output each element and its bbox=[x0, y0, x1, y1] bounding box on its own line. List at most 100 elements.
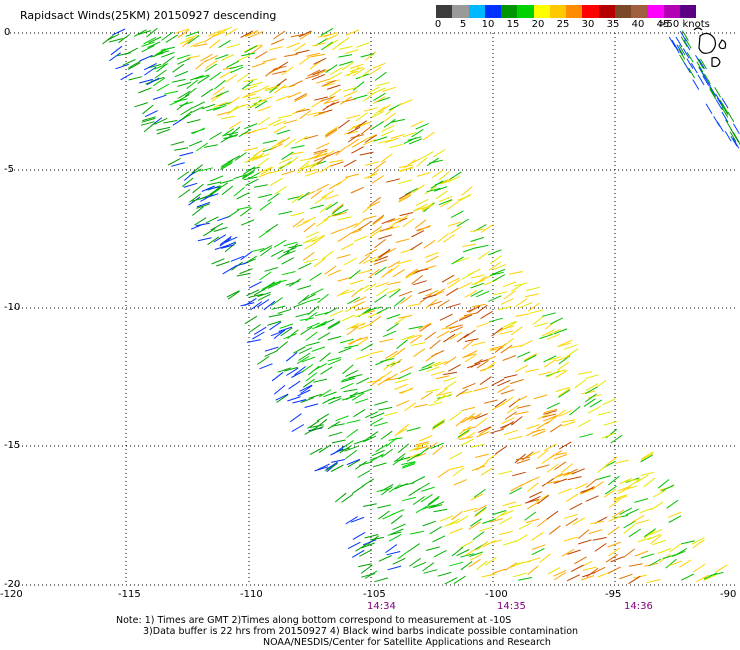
wind-barb bbox=[286, 367, 299, 376]
wind-barb bbox=[490, 428, 504, 434]
wind-barb bbox=[605, 553, 618, 563]
wind-barb bbox=[570, 564, 584, 573]
wind-barb bbox=[476, 321, 490, 328]
wind-barb bbox=[338, 45, 353, 50]
wind-barb bbox=[471, 341, 486, 347]
wind-barb bbox=[142, 104, 154, 115]
wind-barb bbox=[431, 350, 445, 357]
wind-barb bbox=[295, 49, 310, 54]
wind-barb bbox=[646, 579, 661, 584]
wind-barb bbox=[153, 63, 168, 70]
wind-barb bbox=[676, 44, 684, 56]
wind-barb bbox=[316, 78, 330, 84]
wind-barb bbox=[515, 298, 528, 307]
wind-barb bbox=[194, 217, 207, 226]
wind-barb bbox=[376, 96, 391, 103]
wind-barb bbox=[464, 353, 477, 363]
color-scale-bar bbox=[436, 5, 696, 18]
wind-barb bbox=[358, 461, 373, 466]
wind-barb bbox=[273, 384, 286, 395]
wind-barb bbox=[268, 313, 283, 318]
wind-barb bbox=[373, 136, 388, 142]
wind-barb bbox=[256, 85, 270, 93]
wind-barb bbox=[336, 254, 351, 259]
wind-barb bbox=[450, 210, 464, 219]
wind-barb bbox=[213, 234, 227, 243]
wind-barb bbox=[227, 209, 240, 219]
wind-barb bbox=[514, 395, 528, 403]
wind-barb bbox=[344, 304, 358, 313]
wind-barb bbox=[476, 560, 488, 571]
wind-barb bbox=[326, 150, 340, 157]
wind-barb bbox=[122, 59, 136, 66]
wind-barb bbox=[422, 294, 437, 300]
wind-barbs bbox=[102, 26, 740, 585]
wind-barb bbox=[657, 548, 672, 554]
wind-barb bbox=[184, 87, 197, 97]
wind-barb bbox=[542, 413, 557, 418]
wind-barb bbox=[210, 222, 224, 231]
wind-barb bbox=[388, 103, 402, 111]
wind-barb bbox=[187, 35, 200, 45]
wind-barb bbox=[253, 127, 268, 132]
wind-barb bbox=[109, 52, 121, 62]
wind-barb bbox=[273, 239, 287, 248]
wind-barb bbox=[306, 111, 321, 116]
wind-barb bbox=[398, 290, 413, 297]
scale-label: 25 bbox=[556, 19, 570, 30]
wind-barb bbox=[502, 501, 517, 507]
wind-barb bbox=[367, 86, 381, 94]
wind-barb bbox=[513, 572, 527, 578]
wind-barb bbox=[321, 250, 334, 260]
wind-barb bbox=[583, 398, 596, 408]
wind-barb bbox=[397, 423, 410, 434]
wind-barb bbox=[313, 57, 327, 65]
wind-barb bbox=[524, 498, 539, 504]
wind-barb bbox=[692, 79, 700, 90]
wind-barb bbox=[352, 322, 366, 330]
wind-barb bbox=[228, 121, 242, 130]
wind-barb bbox=[344, 445, 358, 452]
wind-barb bbox=[273, 329, 286, 339]
wind-barb bbox=[515, 534, 528, 543]
wind-barb bbox=[292, 399, 307, 404]
wind-barb bbox=[578, 539, 592, 545]
wind-barb bbox=[233, 174, 248, 180]
wind-barb bbox=[433, 549, 447, 558]
wind-barb bbox=[325, 201, 338, 211]
wind-barb bbox=[337, 216, 352, 221]
wind-barb bbox=[269, 321, 282, 331]
wind-barb bbox=[371, 110, 385, 119]
wind-barb bbox=[378, 248, 391, 259]
wind-barb bbox=[314, 311, 329, 317]
wind-barb bbox=[347, 541, 361, 550]
wind-barb bbox=[349, 279, 364, 285]
wind-barb bbox=[473, 386, 488, 392]
wind-barb bbox=[205, 186, 220, 191]
wind-barb bbox=[205, 216, 219, 224]
wind-barb bbox=[294, 135, 308, 144]
wind-barb bbox=[514, 453, 527, 464]
wind-barb bbox=[241, 80, 254, 90]
wind-barb bbox=[364, 51, 377, 61]
wind-barb bbox=[360, 564, 373, 574]
wind-barb bbox=[503, 429, 518, 436]
wind-barb bbox=[616, 485, 631, 492]
wind-barb bbox=[406, 427, 421, 432]
wind-barb bbox=[436, 330, 450, 339]
wind-barb bbox=[412, 496, 425, 506]
wind-barb bbox=[410, 241, 423, 251]
wind-barb bbox=[272, 138, 285, 148]
wind-barb bbox=[396, 214, 409, 224]
wind-barb bbox=[212, 86, 225, 96]
wind-barb bbox=[344, 131, 359, 135]
wind-barb bbox=[716, 97, 724, 108]
wind-barb bbox=[243, 78, 258, 83]
wind-barb bbox=[298, 30, 312, 38]
pass-time-label: 14:34 bbox=[367, 601, 396, 612]
wind-barb bbox=[703, 572, 718, 580]
wind-barb bbox=[732, 123, 740, 134]
wind-barb bbox=[425, 441, 438, 451]
wind-barb bbox=[439, 195, 453, 203]
wind-barb bbox=[415, 198, 429, 206]
